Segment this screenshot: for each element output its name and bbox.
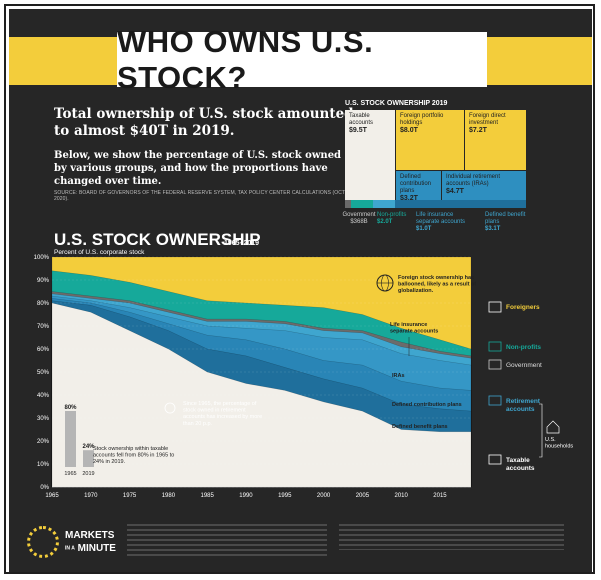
treemap-label: Defined contribution plans xyxy=(400,174,432,194)
x-tick-label: 1990 xyxy=(239,493,253,499)
treemap-label: Individual retirement accounts (IRAs) xyxy=(446,174,501,187)
x-tick-label: 2000 xyxy=(317,493,331,499)
ownership-area-chart: 0% 10% 20% 30% 40% 50% 60% 70% 80% 90% 100% 1965 197… xyxy=(34,255,574,499)
treemap-label: Taxable accounts xyxy=(349,113,374,126)
taxable-icon xyxy=(488,454,502,465)
legend-taxable: Taxable accounts xyxy=(506,457,535,472)
treemap-title: U.S. STOCK OWNERSHIP 2019 xyxy=(345,100,448,107)
treemap-value: $9.5T xyxy=(349,127,367,134)
treemap-cell-foreign-portfolio: Foreign portfolio holdings $8.0T xyxy=(395,110,464,170)
legend-nonprofits: Non-profits xyxy=(506,344,541,351)
treemap-cell-taxable: Taxable accounts $9.5T xyxy=(345,110,395,200)
foreigners-icon xyxy=(488,301,502,313)
page-title: WHO OWNS U.S. STOCK? xyxy=(117,23,374,95)
annotation-taxable: Stock ownership within taxable accounts f… xyxy=(93,446,174,465)
y-tick-label: 90% xyxy=(37,278,50,284)
annotation-life-insurance: Life insurance separate accounts xyxy=(390,322,438,335)
chart-ylabel: Percent of U.S. corporate stock xyxy=(54,249,145,256)
intro-body: Below, we show the percentage of U.S. st… xyxy=(54,150,342,187)
treemap-label: Foreign direct investment xyxy=(469,113,506,126)
treemap-value: $4.7T xyxy=(446,188,464,195)
x-tick-label: 1980 xyxy=(162,493,176,499)
house-icon xyxy=(546,420,560,434)
mini-bar-year: 1965 xyxy=(64,471,76,477)
treemap-below-life: Life insurance separate accounts $1.0T xyxy=(416,212,466,232)
treemap-value: $7.2T xyxy=(469,127,487,134)
treemap-strip-nonprofits xyxy=(351,200,373,208)
markets-in-a-minute-logo xyxy=(27,526,59,558)
y-tick-label: 0% xyxy=(40,485,49,491)
legend-foreigners: Foreigners xyxy=(506,304,540,311)
treemap-value: $3.2T xyxy=(400,195,418,202)
y-tick-label: 80% xyxy=(37,301,50,307)
frame xyxy=(4,4,595,574)
title-box: WHO OWNS U.S. STOCK? xyxy=(117,24,487,95)
y-tick-label: 30% xyxy=(37,416,50,422)
footer-notes-right xyxy=(339,524,564,550)
x-tick-label: 1965 xyxy=(45,493,59,499)
chart-years: 1965–2019 xyxy=(224,240,260,247)
annotation-retirement: Since 1965, the percentage of stock owned… xyxy=(183,401,262,427)
logo-text-markets: MARKETS xyxy=(65,530,115,541)
annotation-foreign: Foreign stock ownership has ballooned, li… xyxy=(398,275,476,294)
government-icon xyxy=(488,359,502,370)
mini-bar-year: 2019 xyxy=(82,471,94,477)
legend-retirement: Retirement accounts xyxy=(506,398,541,413)
annotation-db: Defined benefit plans xyxy=(392,424,448,430)
legend-government: Government xyxy=(506,362,542,369)
x-tick-label: 1970 xyxy=(84,493,98,499)
treemap-label: Foreign portfolio holdings xyxy=(400,113,444,126)
treemap-cell-foreign-direct: Foreign direct investment $7.2T xyxy=(464,110,526,170)
mini-bar-label: 80% xyxy=(64,405,77,411)
treemap-below-db: Defined benefit plans $3.1T xyxy=(485,212,526,232)
x-tick-label: 2005 xyxy=(356,493,370,499)
area-taxable xyxy=(51,302,472,488)
y-tick-label: 70% xyxy=(37,324,50,330)
mini-bar-label: 24% xyxy=(82,444,95,450)
nonprofits-icon xyxy=(488,341,502,352)
source-note: SOURCE: BOARD OF GOVERNORS OF THE FEDERA… xyxy=(54,190,346,202)
mini-bar-1965 xyxy=(65,411,76,467)
treemap-below-nonprofits: Non-profits $2.0T xyxy=(377,212,407,225)
y-tick-label: 10% xyxy=(37,462,50,468)
x-tick-label: 1975 xyxy=(123,493,137,499)
y-tick-label: 60% xyxy=(37,347,50,353)
treemap-below-government: Government $368B xyxy=(342,212,376,225)
treemap-strip-government xyxy=(345,200,351,208)
households-bracket xyxy=(539,403,543,458)
y-tick-label: 40% xyxy=(37,393,50,399)
intro-headline: Total ownership of U.S. stock amounted t… xyxy=(54,106,354,139)
legend-us-households: U.S. households xyxy=(545,437,573,450)
treemap-strip-life xyxy=(373,200,395,208)
retirement-icon xyxy=(488,395,502,406)
y-tick-label: 20% xyxy=(37,439,50,445)
infographic-panel: WHO OWNS U.S. STOCK? Total ownership of … xyxy=(9,9,592,572)
treemap-value: $8.0T xyxy=(400,127,418,134)
annotation-dc: Defined contribution plans xyxy=(392,402,462,408)
y-tick-label: 100% xyxy=(34,255,50,261)
footer-notes-left xyxy=(127,524,327,558)
coin-icon xyxy=(164,402,176,414)
treemap-cell-dc: Defined contribution plans $3.2T xyxy=(395,170,441,202)
x-tick-label: 1995 xyxy=(278,493,292,499)
x-tick-label: 2015 xyxy=(433,493,447,499)
treemap-cell-ira: Individual retirement accounts (IRAs) $4… xyxy=(441,170,526,200)
y-tick-label: 50% xyxy=(37,370,50,376)
logo-text-minute: IN A MINUTE xyxy=(65,543,116,554)
chart-title: U.S. STOCK OWNERSHIP xyxy=(54,230,261,249)
x-tick-label: 1985 xyxy=(201,493,215,499)
treemap-strip-db xyxy=(395,200,526,208)
mini-bar-2019 xyxy=(83,450,94,467)
annotation-iras: IRAs xyxy=(392,373,405,379)
x-tick-label: 2010 xyxy=(394,493,408,499)
